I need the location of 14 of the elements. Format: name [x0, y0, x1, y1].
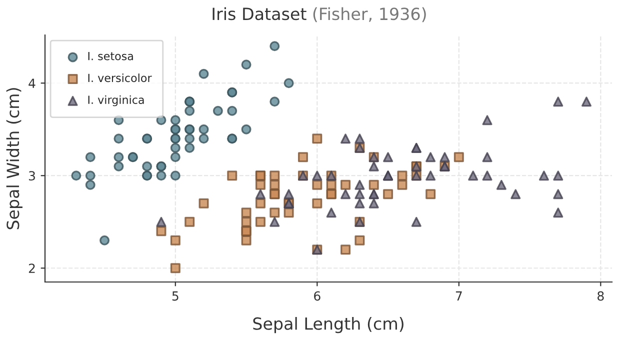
x-tick-label: 6: [314, 291, 320, 301]
x-tick-label: 7: [456, 291, 462, 301]
y-axis-title: Sepal Width (cm): [6, 88, 22, 230]
x-axis-title: Sepal Length (cm): [253, 317, 404, 334]
legend-label: I. versicolor: [88, 74, 152, 82]
x-tick-label: 5: [172, 291, 178, 301]
chart-title: Iris Dataset: [212, 7, 306, 20]
chart-subtitle: (Fisher, 1936): [313, 7, 426, 22]
x-tick-label: 8: [598, 291, 604, 301]
y-tick-label: 4: [28, 78, 36, 88]
legend-label: I. setosa: [88, 52, 133, 60]
legend-label: I. virginica: [88, 95, 144, 106]
y-tick-label: 2: [28, 264, 35, 273]
y-tick-label: 3: [28, 171, 35, 181]
